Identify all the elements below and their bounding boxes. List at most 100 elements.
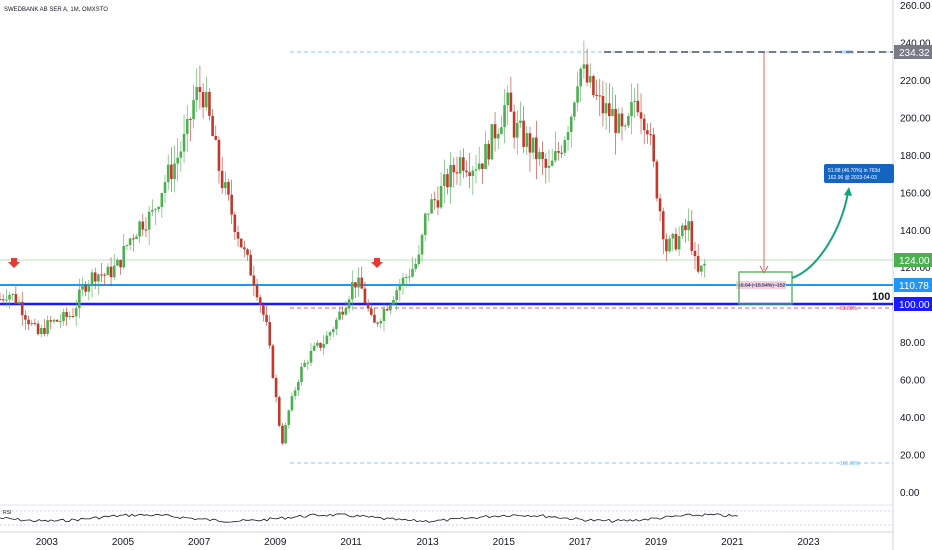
candle-body <box>550 160 554 166</box>
candle-body <box>538 152 541 160</box>
x-axis-ticks: 2003 2005 2007 2009 2011 2013 2015 2017 2019 2021… <box>36 537 820 548</box>
candle-body <box>201 92 205 108</box>
candle-body <box>192 100 195 120</box>
candle-body <box>525 133 529 147</box>
candle-body <box>566 132 570 140</box>
candle-body <box>119 259 122 268</box>
candle-body <box>350 282 354 300</box>
candle-body <box>496 133 500 139</box>
candle-body <box>24 315 27 320</box>
candle-body <box>204 91 208 108</box>
candle-body <box>141 221 145 230</box>
candle-body <box>46 320 49 334</box>
measure-box <box>736 281 786 289</box>
candle-body <box>341 311 345 315</box>
candle-body <box>592 76 595 96</box>
candle-body <box>185 118 189 134</box>
projection-line-2: 162.96 @ 2023-04-03 <box>828 175 877 181</box>
y-tick-label: 180.00 <box>900 151 931 162</box>
candle-body <box>224 182 227 189</box>
candle-body <box>484 143 487 169</box>
candle-body <box>617 113 621 133</box>
candle-body <box>693 250 697 257</box>
candle-body <box>344 308 348 315</box>
candle-body <box>503 105 506 128</box>
candle-body <box>233 214 237 233</box>
candle-body <box>411 268 414 277</box>
candle-body <box>604 103 608 114</box>
candle-body <box>122 245 126 268</box>
candle-body <box>620 113 624 127</box>
candle-body <box>87 284 91 292</box>
x-tick-label: 2017 <box>569 537 592 548</box>
candle-body <box>227 182 230 195</box>
candle-body <box>354 282 357 288</box>
candle-body <box>309 350 313 363</box>
candle-body <box>255 285 259 298</box>
y-tick-label: 120.00 <box>900 263 931 274</box>
candle-body <box>160 193 164 207</box>
candle-body <box>173 163 176 180</box>
candle-body <box>541 152 544 159</box>
candle-body <box>135 236 138 240</box>
candle-body <box>598 95 602 97</box>
candle-body <box>649 134 652 136</box>
candle-body <box>585 64 589 83</box>
candle-body <box>379 320 383 324</box>
candle-body <box>696 256 700 272</box>
candle-body <box>71 316 75 318</box>
x-tick-label: 2015 <box>493 537 516 548</box>
candle-body <box>519 120 522 123</box>
rsi-label: RSI <box>3 510 11 516</box>
candle-body <box>630 101 633 117</box>
candle-body <box>465 170 468 173</box>
candle-body <box>322 343 325 348</box>
candle-body <box>284 424 287 444</box>
candle-body <box>128 238 132 246</box>
fib-618-label: 61.80% <box>840 306 858 312</box>
x-tick-label: 2019 <box>645 537 668 548</box>
candle-body <box>262 304 265 315</box>
candles <box>0 40 706 446</box>
candle-body <box>49 320 53 322</box>
candle-body <box>646 130 649 135</box>
candle-body <box>112 265 116 278</box>
candle-body <box>157 206 160 210</box>
price-tag-124: 124.00 <box>894 253 932 267</box>
x-tick-label: 2013 <box>417 537 440 548</box>
candle-body <box>33 323 37 325</box>
candle-body <box>328 332 332 336</box>
candle-body <box>430 199 433 214</box>
candle-body <box>611 108 614 117</box>
candle-body <box>458 157 462 174</box>
candle-body <box>481 163 484 169</box>
candle-body <box>569 116 573 133</box>
candle-body <box>0 299 2 301</box>
candle-body <box>271 345 275 378</box>
candle-body <box>579 68 583 87</box>
candle-body <box>163 182 167 194</box>
candle-body <box>287 410 291 425</box>
drop-arrow-head <box>759 265 769 274</box>
candle-body <box>27 319 30 325</box>
candle-body <box>331 329 335 333</box>
candle-body <box>582 64 586 69</box>
candle-body <box>246 249 249 255</box>
candle-body <box>401 277 405 286</box>
candle-body <box>680 225 684 237</box>
candle-body <box>97 274 100 282</box>
candle-body <box>220 170 224 189</box>
candle-body <box>274 377 278 398</box>
candle-body <box>389 304 392 311</box>
candle-body <box>665 239 668 252</box>
candle-body <box>198 86 202 93</box>
candle-body <box>468 172 471 177</box>
candle-body <box>258 297 262 305</box>
candle-body <box>408 276 411 278</box>
candle-body <box>515 122 519 138</box>
candle-body <box>306 362 310 364</box>
candle-body <box>531 137 535 153</box>
candle-body <box>52 319 56 322</box>
candle-body <box>452 164 456 173</box>
candle-body <box>684 225 687 231</box>
